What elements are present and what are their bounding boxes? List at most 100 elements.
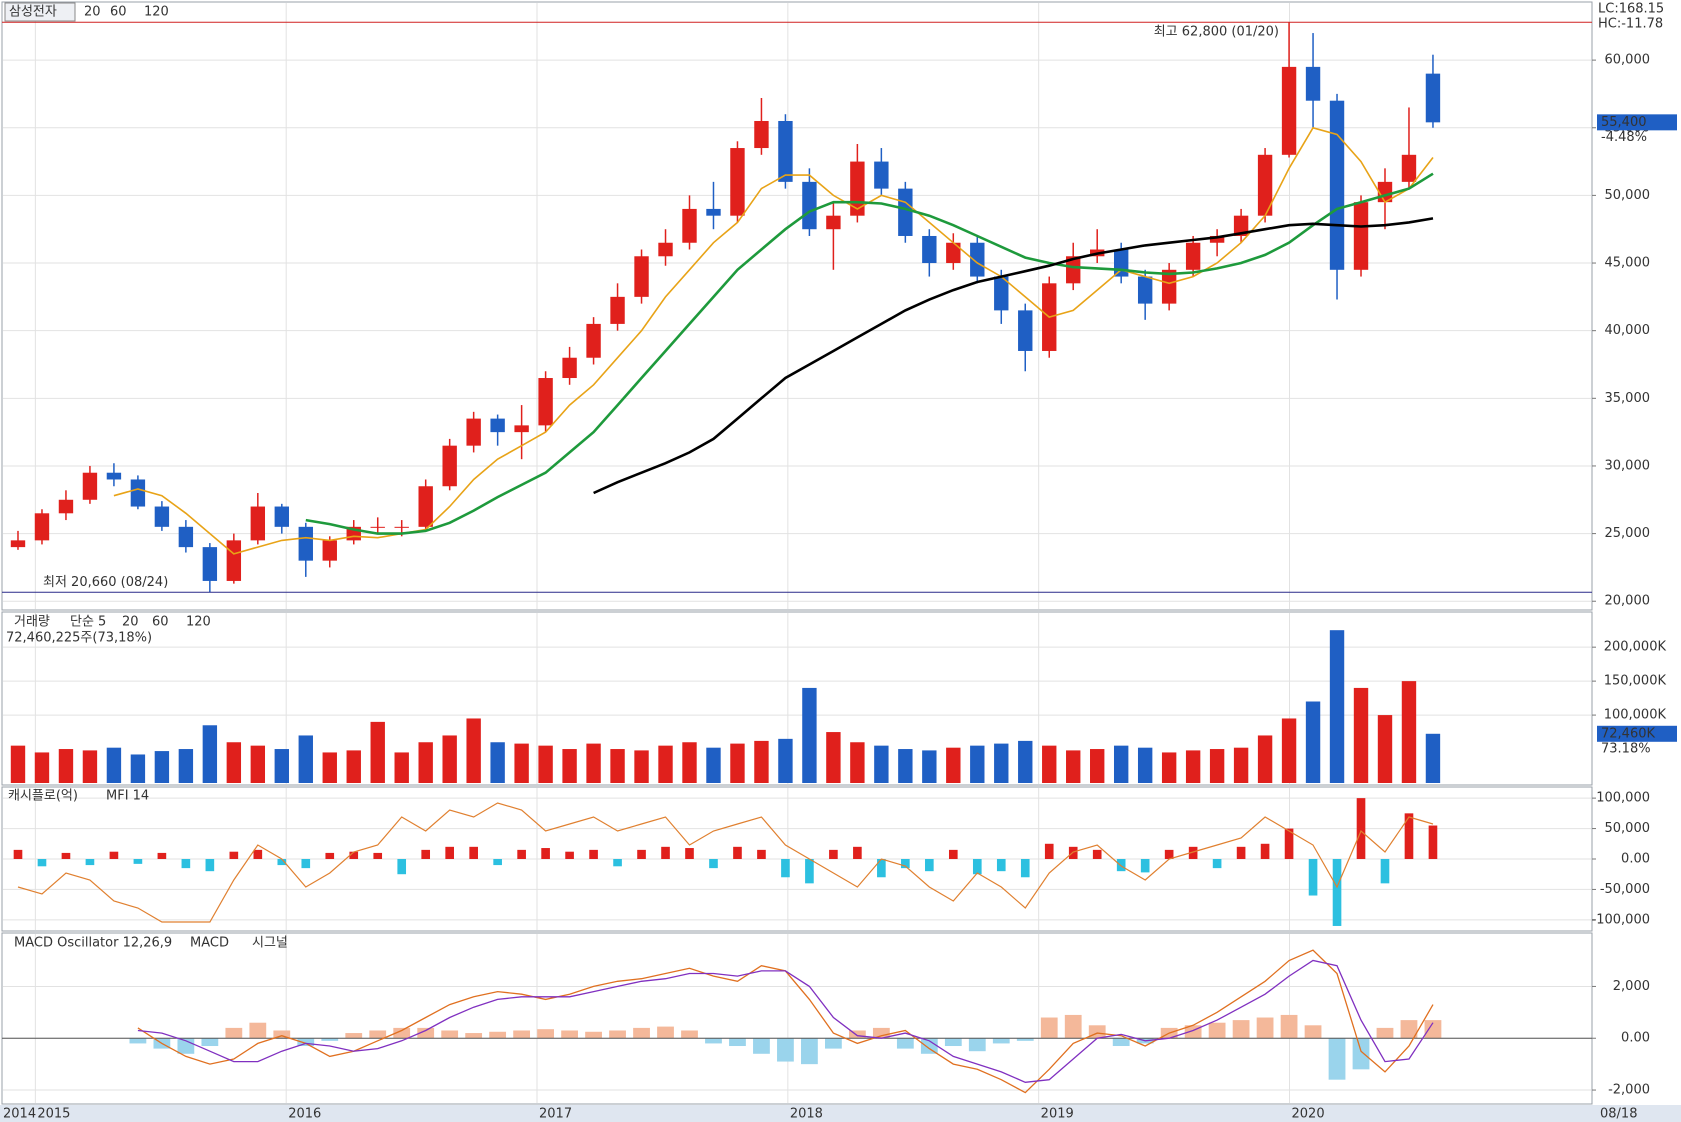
volume-bar <box>658 745 673 783</box>
y-tick-label: 0.00 <box>1621 1031 1650 1046</box>
candle-body <box>442 445 457 487</box>
oscillator-bar <box>225 1027 243 1039</box>
oscillator-bar <box>1208 1022 1226 1039</box>
cashflow-bar <box>1356 798 1366 859</box>
legend-entry: MACD <box>190 936 229 951</box>
cashflow-bar <box>397 859 407 875</box>
candle-body <box>1425 73 1441 123</box>
oscillator-bar <box>1280 1014 1298 1039</box>
volume-bar <box>58 749 74 783</box>
last-volume-box <box>1597 725 1677 742</box>
legend-entry: 60 <box>110 5 127 20</box>
volume-bar <box>82 750 98 783</box>
cashflow-bar <box>709 859 718 869</box>
volume-bar <box>610 749 625 783</box>
legend-entry: 120 <box>144 5 169 20</box>
x-tick-label: 2018 <box>790 1107 823 1122</box>
y-tick-label: 50,000 <box>1605 821 1651 836</box>
candle-body <box>322 540 337 561</box>
oscillator-bar <box>1328 1038 1346 1080</box>
oscillator-bar <box>1352 1038 1370 1070</box>
cashflow-bar <box>349 851 359 859</box>
candle-body <box>250 506 266 541</box>
last-price-label: 55,400 <box>1601 115 1647 130</box>
oscillator-bar <box>129 1038 147 1044</box>
cashflow-bar <box>661 846 670 859</box>
oscillator-bar <box>1400 1020 1418 1039</box>
candle-body <box>970 242 985 277</box>
cashflow-bar <box>733 846 742 859</box>
volume-bar <box>1042 745 1057 783</box>
volume-bar <box>1281 718 1297 783</box>
volume-bar <box>1018 740 1033 783</box>
candle-body <box>682 208 697 243</box>
volume-bar <box>490 742 505 783</box>
candle-body <box>706 208 721 216</box>
oscillator-bar <box>753 1038 770 1054</box>
cashflow-bar <box>1212 859 1222 869</box>
cashflow-bar <box>901 859 910 869</box>
candle-body <box>802 181 817 230</box>
y-tick-label: 100,000 <box>1596 791 1650 806</box>
cashflow-bar <box>948 849 958 859</box>
cashflow-bar <box>1164 849 1174 859</box>
candle-body <box>874 161 889 189</box>
volume-bar <box>298 735 313 783</box>
macd-line <box>137 959 1434 1083</box>
x-end-label: 08/18 <box>1600 1107 1637 1122</box>
oscillator-bar <box>729 1038 746 1047</box>
cashflow-bar <box>1188 846 1198 859</box>
volume-bar <box>394 752 409 783</box>
oscillator-bar <box>825 1038 842 1049</box>
cashflow-bar <box>685 848 694 859</box>
volume-bar <box>1113 745 1129 783</box>
candle-body <box>466 418 481 446</box>
cashflow-bar <box>925 859 934 872</box>
oscillator-bar <box>848 1030 866 1039</box>
candle-body <box>82 472 98 500</box>
volume-bar <box>466 718 481 783</box>
cashflow-bar <box>1044 843 1054 859</box>
volume-bar <box>1161 752 1177 783</box>
cashflow-bar <box>229 851 239 859</box>
oscillator-bar <box>1304 1025 1322 1039</box>
volume-bar <box>682 742 697 783</box>
volume-bar <box>274 749 289 783</box>
cashflow-bar <box>1428 825 1438 859</box>
volume-bar <box>154 751 170 783</box>
cashflow-bar <box>1116 859 1126 872</box>
oscillator-bar <box>896 1038 914 1049</box>
y-tick-label: 35,000 <box>1605 391 1651 406</box>
volume-bar <box>826 732 841 783</box>
cashflow-bar <box>517 849 526 859</box>
oscillator-bar <box>1376 1027 1394 1039</box>
volume-bar <box>898 749 913 783</box>
volume-bar <box>1425 733 1441 783</box>
oscillator-bar <box>489 1031 507 1039</box>
cashflow-bar <box>1068 846 1078 859</box>
oscillator-bar <box>633 1027 650 1039</box>
cashflow-bar <box>637 849 646 859</box>
cashflow-bar <box>181 859 191 869</box>
candle-body <box>106 472 122 480</box>
volume-bar <box>946 747 961 783</box>
y-tick-label: 50,000 <box>1605 188 1651 203</box>
volume-bar <box>1066 750 1081 783</box>
candle-body <box>274 506 289 527</box>
panel-title: 거래량 <box>14 615 50 630</box>
volume-bar <box>250 745 266 783</box>
cashflow-bar <box>469 846 478 859</box>
y-tick-label: -2,000 <box>1608 1083 1650 1098</box>
oscillator-bar <box>273 1030 291 1039</box>
candle-body <box>154 506 170 527</box>
cashflow-bar <box>1140 859 1150 873</box>
y-tick-label: 45,000 <box>1605 256 1651 271</box>
candle-body <box>298 526 313 561</box>
volume-bar <box>1137 747 1153 783</box>
cashflow-bar <box>301 859 311 869</box>
volume-bar <box>10 745 26 783</box>
candle-body <box>178 526 194 548</box>
candle-body <box>370 526 385 528</box>
oscillator-bar <box>369 1030 387 1039</box>
